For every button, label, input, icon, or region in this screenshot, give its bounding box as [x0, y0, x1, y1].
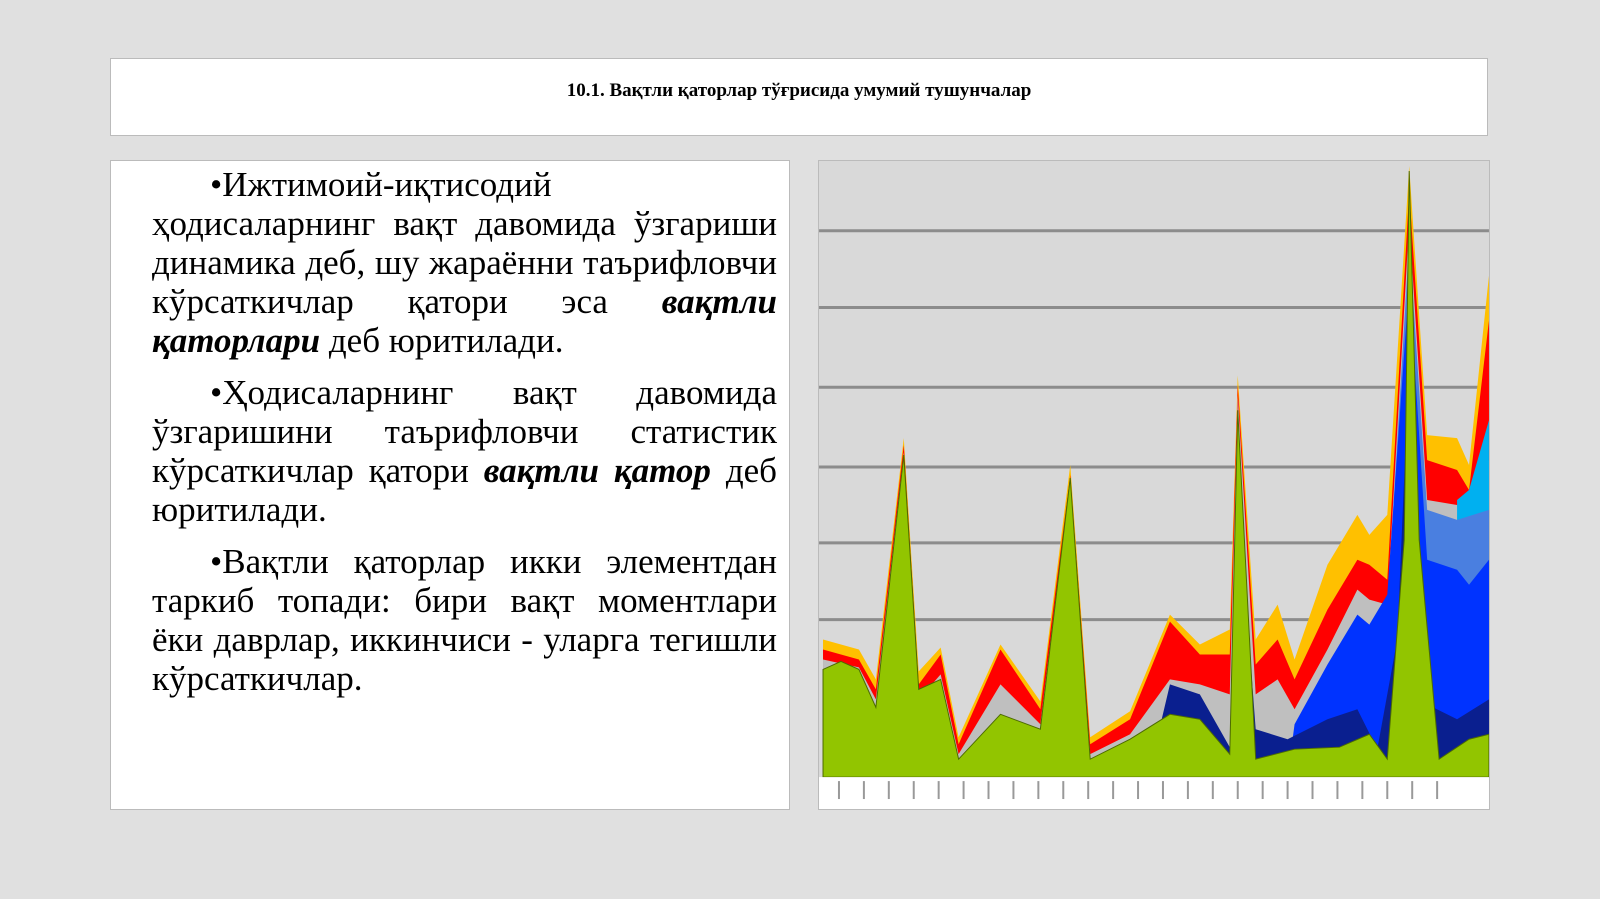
text-box: •Ижтимоий-иқтисодий ҳодисаларнинг вақт д…	[110, 160, 790, 810]
emphasis-text: вақтли қаторлари	[152, 282, 777, 360]
paragraph: •Вақтли қаторлар икки элементдан таркиб …	[152, 542, 777, 698]
text-run: деб юритилади.	[320, 321, 564, 360]
area	[823, 190, 1489, 778]
text-run: деб юритилади.	[152, 451, 777, 529]
title-box: 10.1. Вақтли қаторлар тўғрисида умумий т…	[110, 58, 1488, 136]
area	[1287, 280, 1489, 778]
slide-title: 10.1. Вақтли қаторлар тўғрисида умумий т…	[566, 80, 1032, 101]
paragraph: •Ижтимоий-иқтисодий ҳодисаларнинг вақт д…	[152, 165, 777, 360]
text-run: •Ижтимоий-иқтисодий ҳодисаларнинг вақт д…	[152, 165, 777, 321]
chart-illustration	[818, 160, 1490, 810]
paragraph: •Ҳодисаларнинг вақт давомида ўзгаришини …	[152, 373, 777, 529]
text-run: •Ҳодисаларнинг вақт давомида ўзгаришини …	[152, 373, 777, 490]
axis-ticks	[837, 781, 1439, 800]
area	[822, 170, 1489, 778]
axis-strip	[819, 777, 1489, 809]
emphasis-text: вақтли қатор	[483, 451, 711, 490]
text-run: •Вақтли қаторлар икки элементдан таркиб …	[152, 542, 777, 698]
